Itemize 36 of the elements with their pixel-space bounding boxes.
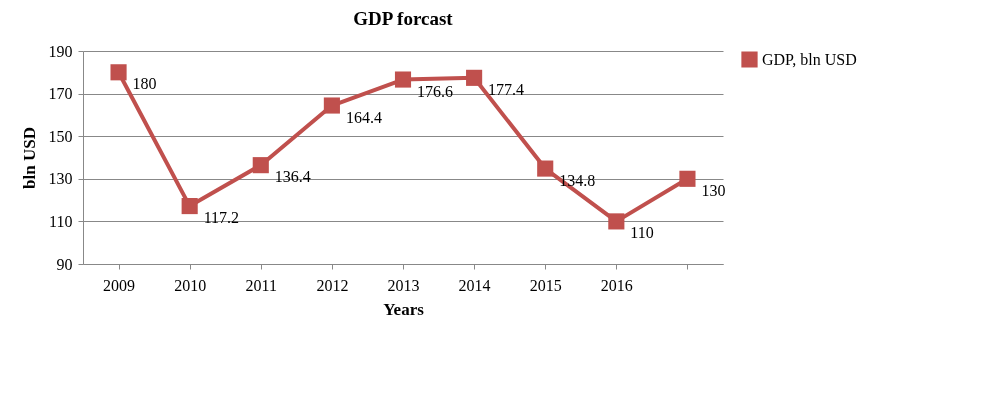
chart-title: GDP forcast [353, 8, 454, 29]
x-tick-label: 2014 [458, 276, 491, 294]
x-tick-label: 2013 [387, 276, 420, 294]
data-label: 176.6 [417, 82, 453, 100]
x-tick-label: 2010 [174, 276, 207, 294]
point [537, 160, 554, 177]
point [323, 97, 340, 114]
data-label: 180 [132, 75, 157, 93]
x-tick-label: 2012 [316, 276, 349, 294]
y-tick-label: 190 [48, 42, 73, 60]
point [679, 170, 696, 187]
data-label: 136.4 [274, 168, 311, 186]
x-tick-label: 2009 [103, 276, 136, 294]
point [608, 213, 625, 230]
y-axis-title: bln USD [19, 127, 39, 189]
y-tick-label: 90 [56, 255, 73, 273]
data-label: 130 [701, 181, 726, 199]
point [252, 157, 269, 174]
legend-label: GDP, bln USD [762, 50, 857, 68]
data-label: 164.4 [345, 108, 382, 126]
data-label: 110 [630, 224, 654, 242]
y-tick-label: 110 [49, 212, 73, 230]
x-axis-title: Years [383, 299, 425, 319]
point [110, 64, 127, 81]
y-tick-label: 170 [48, 85, 73, 103]
y-tick-label: 130 [48, 170, 73, 188]
point [466, 69, 483, 86]
data-label: 117.2 [203, 209, 240, 227]
data-label: 177.4 [488, 80, 525, 98]
data-label: 134.8 [559, 171, 596, 189]
point [181, 198, 198, 215]
x-tick-label: 2011 [245, 276, 277, 294]
x-tick-label: 2015 [529, 276, 562, 294]
x-tick-label: 2016 [600, 276, 633, 294]
point [394, 71, 412, 88]
y-tick-label: 150 [48, 127, 73, 145]
